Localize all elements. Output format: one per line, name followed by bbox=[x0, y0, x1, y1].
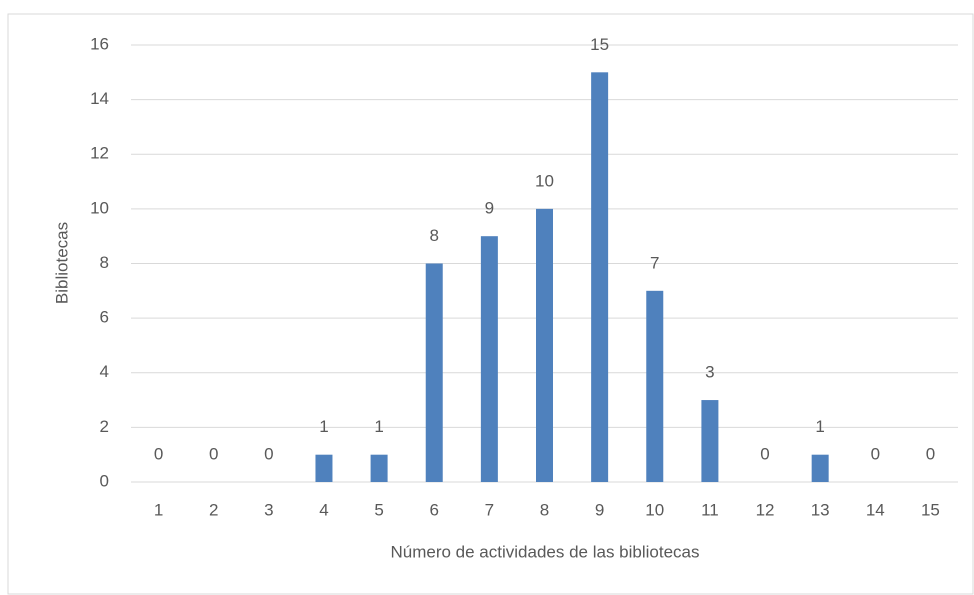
x-tick-label: 2 bbox=[209, 500, 218, 519]
x-tick-label: 15 bbox=[921, 500, 940, 519]
bar bbox=[536, 208, 553, 482]
y-tick-label: 4 bbox=[100, 362, 109, 381]
chart-frame bbox=[7, 13, 974, 595]
data-label: 8 bbox=[429, 226, 438, 245]
x-tick-label: 1 bbox=[154, 500, 163, 519]
data-label: 0 bbox=[209, 444, 218, 463]
data-label: 0 bbox=[760, 444, 769, 463]
x-tick-label: 10 bbox=[645, 500, 664, 519]
bar bbox=[646, 290, 664, 482]
x-tick-label: 3 bbox=[264, 500, 273, 519]
data-label: 0 bbox=[871, 444, 880, 463]
data-label: 0 bbox=[154, 444, 163, 463]
x-tick-label: 4 bbox=[319, 500, 328, 519]
x-tick-label: 7 bbox=[485, 500, 494, 519]
y-tick-label: 10 bbox=[90, 198, 109, 217]
data-label: 1 bbox=[374, 417, 383, 436]
data-label: 15 bbox=[590, 35, 609, 54]
x-tick-label: 14 bbox=[866, 500, 885, 519]
x-axis-title: Número de actividades de las bibliotecas bbox=[390, 542, 699, 561]
x-tick-label: 5 bbox=[374, 500, 383, 519]
x-tick-label: 6 bbox=[429, 500, 438, 519]
y-axis-title: Bibliotecas bbox=[52, 222, 71, 304]
x-tick-label: 11 bbox=[701, 500, 719, 519]
bar bbox=[701, 400, 719, 482]
data-label: 10 bbox=[535, 171, 554, 190]
x-tick-label: 8 bbox=[540, 500, 549, 519]
bar bbox=[480, 236, 498, 482]
bar bbox=[591, 72, 609, 482]
y-tick-label: 12 bbox=[90, 144, 109, 163]
y-tick-label: 0 bbox=[100, 471, 109, 490]
y-tick-label: 2 bbox=[100, 417, 109, 436]
bar bbox=[425, 263, 443, 482]
bar bbox=[370, 454, 388, 482]
data-label: 1 bbox=[815, 417, 824, 436]
data-label: 1 bbox=[319, 417, 328, 436]
y-tick-label: 14 bbox=[90, 89, 109, 108]
data-label: 3 bbox=[705, 363, 714, 382]
bar bbox=[315, 454, 333, 482]
data-label: 9 bbox=[485, 199, 494, 218]
data-label: 7 bbox=[650, 253, 659, 272]
data-label: 0 bbox=[926, 444, 935, 463]
x-tick-label: 12 bbox=[756, 500, 775, 519]
x-tick-label: 13 bbox=[811, 500, 830, 519]
y-tick-label: 16 bbox=[90, 34, 109, 53]
bar bbox=[811, 454, 829, 482]
data-label: 0 bbox=[264, 444, 273, 463]
x-tick-label: 9 bbox=[595, 500, 604, 519]
y-tick-label: 6 bbox=[100, 308, 109, 327]
y-tick-label: 8 bbox=[100, 253, 109, 272]
